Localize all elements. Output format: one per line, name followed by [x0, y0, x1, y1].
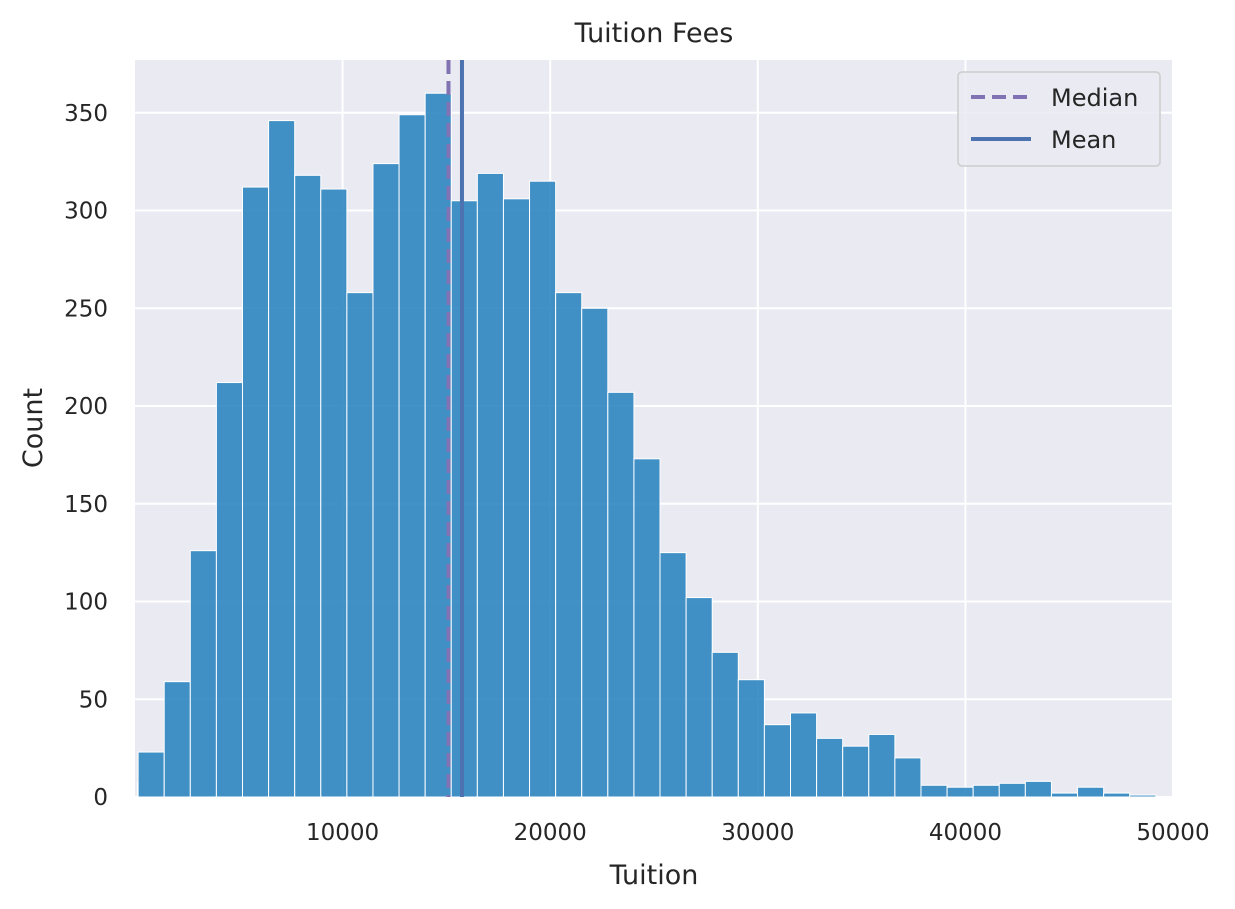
histogram-bar	[711, 651, 739, 798]
histogram-bar	[529, 180, 557, 798]
histogram-bar	[215, 382, 243, 798]
histogram-bar	[163, 681, 191, 798]
histogram-bar	[789, 712, 818, 798]
histogram-bar	[476, 172, 504, 798]
chart-title: Tuition Fees	[574, 18, 734, 49]
histogram-bar	[1024, 780, 1052, 798]
y-tick-label: 50	[79, 687, 108, 713]
histogram-bar	[1103, 792, 1131, 798]
histogram-bar	[659, 552, 687, 798]
y-tick-label: 200	[64, 394, 108, 420]
histogram-bar	[502, 198, 531, 798]
histogram-bars	[136, 92, 1157, 798]
histogram-bar	[998, 782, 1026, 798]
histogram-bar	[137, 751, 165, 798]
x-axis-label: Tuition	[609, 860, 699, 891]
y-tick-label: 250	[64, 296, 108, 322]
y-tick-label: 300	[64, 199, 108, 225]
histogram-bar	[868, 733, 896, 798]
x-tick-label: 10000	[306, 820, 379, 846]
histogram-bar	[607, 391, 635, 798]
x-tick-label: 50000	[1136, 820, 1209, 846]
y-axis-ticks: 0 50 100 150 200 250 300 350	[64, 101, 108, 811]
histogram-bar	[763, 724, 791, 798]
histogram-bar	[946, 786, 974, 798]
x-tick-label: 40000	[929, 820, 1002, 846]
histogram-bar	[581, 307, 609, 798]
legend: Median Mean	[957, 71, 1161, 167]
histogram-bar	[398, 114, 426, 798]
legend-median-label: Median	[1051, 84, 1138, 112]
histogram-bar	[450, 200, 478, 798]
histogram-bar	[685, 597, 713, 798]
x-axis-ticks: 10000 20000 30000 40000 50000	[306, 820, 1210, 846]
histogram-bar	[268, 120, 296, 798]
histogram-bar	[633, 458, 661, 798]
y-tick-label: 0	[93, 785, 108, 811]
histogram-bar	[842, 745, 870, 798]
histogram-bar	[555, 292, 583, 798]
x-tick-label: 30000	[721, 820, 794, 846]
histogram-bar	[372, 163, 400, 798]
histogram-bar	[920, 784, 948, 798]
y-tick-label: 350	[64, 101, 108, 127]
legend-mean-label: Mean	[1051, 126, 1116, 154]
histogram-bar	[294, 174, 322, 798]
x-tick-label: 20000	[514, 820, 587, 846]
histogram-bar	[972, 784, 1000, 798]
histogram-bar	[816, 737, 844, 798]
y-axis-label: Count	[18, 388, 49, 468]
histogram-bar	[346, 292, 374, 798]
histogram-bar	[737, 679, 765, 798]
histogram-bar	[1129, 794, 1157, 798]
histogram-bar	[1077, 786, 1105, 798]
reference-lines	[446, 60, 464, 797]
histogram-bar	[894, 757, 922, 798]
histogram-bar	[241, 186, 270, 798]
histogram-bar	[1050, 792, 1079, 798]
y-tick-label: 150	[64, 492, 108, 518]
histogram-bar	[189, 550, 217, 798]
legend-box	[957, 71, 1161, 167]
y-tick-label: 100	[64, 590, 108, 616]
histogram-bar	[320, 188, 348, 798]
